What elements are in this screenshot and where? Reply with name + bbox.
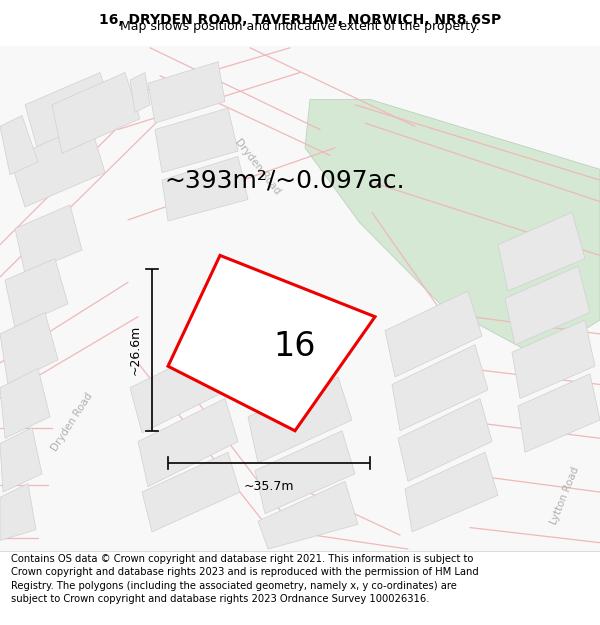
Text: 16, DRYDEN ROAD, TAVERHAM, NORWICH, NR8 6SP: 16, DRYDEN ROAD, TAVERHAM, NORWICH, NR8 … (99, 12, 501, 27)
Polygon shape (168, 256, 375, 431)
Polygon shape (142, 452, 240, 532)
Text: Lytton Road: Lytton Road (549, 465, 581, 526)
Polygon shape (130, 72, 150, 112)
Polygon shape (518, 374, 600, 452)
Text: ~393m²/~0.097ac.: ~393m²/~0.097ac. (164, 168, 406, 192)
Polygon shape (385, 291, 482, 377)
Polygon shape (512, 320, 595, 399)
Polygon shape (405, 452, 498, 532)
Polygon shape (0, 428, 42, 492)
Polygon shape (258, 481, 358, 549)
Text: ~35.7m: ~35.7m (244, 480, 294, 493)
Polygon shape (5, 259, 68, 328)
Polygon shape (248, 377, 352, 463)
Text: Contains OS data © Crown copyright and database right 2021. This information is : Contains OS data © Crown copyright and d… (11, 554, 479, 604)
Polygon shape (25, 72, 115, 151)
Polygon shape (305, 99, 600, 357)
Polygon shape (155, 108, 238, 172)
Polygon shape (10, 123, 105, 207)
Text: 16: 16 (274, 331, 316, 363)
Polygon shape (15, 205, 82, 274)
Polygon shape (505, 266, 590, 345)
Polygon shape (255, 431, 355, 514)
Polygon shape (162, 156, 248, 221)
Polygon shape (0, 368, 50, 438)
Polygon shape (148, 62, 225, 123)
Polygon shape (138, 399, 238, 487)
Polygon shape (498, 213, 585, 291)
Polygon shape (0, 116, 38, 175)
Polygon shape (130, 345, 232, 433)
Polygon shape (0, 484, 36, 541)
Polygon shape (398, 399, 492, 481)
Polygon shape (392, 345, 488, 431)
Text: Dryden Road: Dryden Road (233, 136, 283, 196)
Polygon shape (52, 72, 140, 153)
Text: Map shows position and indicative extent of the property.: Map shows position and indicative extent… (120, 20, 480, 33)
Text: ~26.6m: ~26.6m (129, 325, 142, 375)
Polygon shape (0, 312, 58, 384)
Text: Dryden Road: Dryden Road (49, 391, 95, 453)
